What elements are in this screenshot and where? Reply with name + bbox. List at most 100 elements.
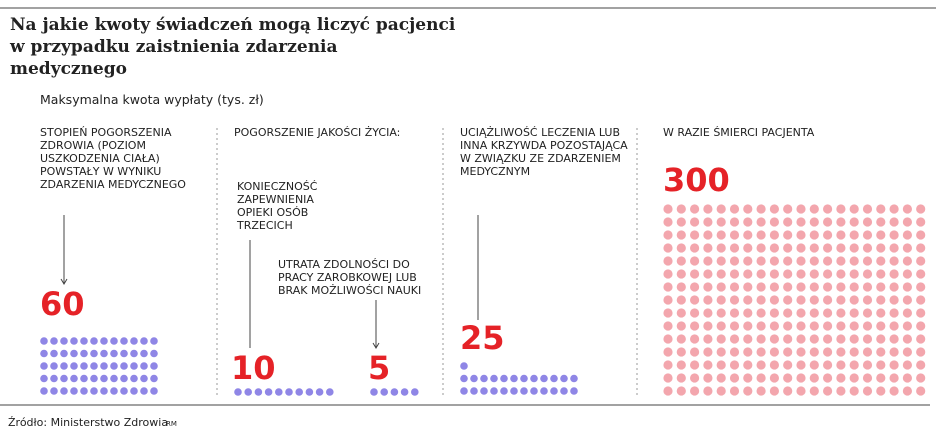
dot: [470, 374, 478, 383]
dot: [703, 321, 713, 331]
dot: [703, 243, 713, 253]
dot: [480, 374, 488, 383]
dot: [876, 230, 886, 240]
dot: [849, 321, 859, 331]
dot: [690, 360, 700, 370]
dot: [100, 362, 108, 370]
dot: [809, 360, 819, 370]
dot: [809, 217, 819, 227]
dot: [783, 360, 793, 370]
dot: [80, 374, 88, 383]
dot: [90, 362, 98, 370]
dot: [756, 295, 766, 305]
dot: [809, 204, 819, 214]
dot: [756, 243, 766, 253]
dot: [756, 308, 766, 318]
dot: [862, 321, 873, 331]
dot: [876, 243, 886, 253]
dot: [676, 386, 686, 396]
dot: [460, 387, 468, 395]
dot: [876, 256, 886, 266]
dot: [756, 204, 766, 214]
dot: [889, 347, 899, 357]
dot: [889, 295, 899, 305]
dot: [120, 337, 128, 345]
dot: [796, 256, 806, 266]
dot: [796, 217, 806, 227]
value-label: 60: [40, 285, 85, 323]
dot: [916, 334, 926, 344]
dot: [916, 347, 926, 357]
dot: [703, 256, 713, 266]
dot: [663, 282, 673, 292]
dot: [902, 308, 913, 318]
dot: [902, 269, 913, 279]
dot: [690, 373, 700, 383]
dot: [902, 204, 913, 214]
dot: [743, 360, 753, 370]
dot: [716, 295, 726, 305]
dot: [703, 269, 713, 279]
dot: [676, 217, 686, 227]
dot: [902, 321, 913, 331]
dot: [849, 360, 859, 370]
dot: [823, 321, 833, 331]
dot-array: [460, 362, 578, 395]
dot: [663, 295, 673, 305]
dot: [50, 362, 58, 370]
dot: [862, 243, 873, 253]
dot: [663, 256, 673, 266]
dot: [295, 388, 304, 396]
dot: [916, 321, 926, 331]
panel-title: STOPIEŃ POGORSZENIA ZDROWIA (POZIOM USZK…: [40, 126, 186, 191]
dot: [849, 243, 859, 253]
dot: [876, 282, 886, 292]
dot: [849, 217, 859, 227]
dot-array: [663, 204, 926, 396]
dot-array: [370, 388, 419, 396]
dot: [703, 204, 713, 214]
dot: [756, 386, 766, 396]
dot: [876, 308, 886, 318]
dot: [120, 387, 128, 395]
dot: [849, 308, 859, 318]
dot: [743, 282, 753, 292]
dot: [743, 217, 753, 227]
dot: [783, 243, 793, 253]
dot: [50, 337, 58, 345]
dot: [769, 347, 780, 357]
dot: [862, 373, 873, 383]
dot: [769, 386, 780, 396]
dot: [716, 269, 726, 279]
dot: [796, 347, 806, 357]
dot: [411, 388, 419, 396]
dot: [823, 282, 833, 292]
dot: [836, 373, 846, 383]
dot: [60, 349, 68, 358]
dot: [756, 269, 766, 279]
dot: [769, 230, 780, 240]
dot: [769, 373, 780, 383]
dot: [769, 308, 780, 318]
dot: [716, 230, 726, 240]
dot: [690, 295, 700, 305]
credit: RM: [166, 420, 177, 428]
dot: [530, 387, 538, 395]
dot: [90, 337, 98, 345]
dot: [729, 295, 740, 305]
dot: [823, 295, 833, 305]
dot: [756, 334, 766, 344]
dot: [500, 387, 508, 395]
dot: [769, 217, 780, 227]
dot: [570, 374, 578, 383]
dot: [783, 204, 793, 214]
dot: [50, 374, 58, 383]
dot: [690, 256, 700, 266]
dot: [110, 374, 118, 383]
dot: [809, 295, 819, 305]
dot: [40, 337, 48, 345]
value-label: 5: [368, 349, 391, 387]
dot: [916, 256, 926, 266]
dot: [716, 217, 726, 227]
dot: [862, 282, 873, 292]
